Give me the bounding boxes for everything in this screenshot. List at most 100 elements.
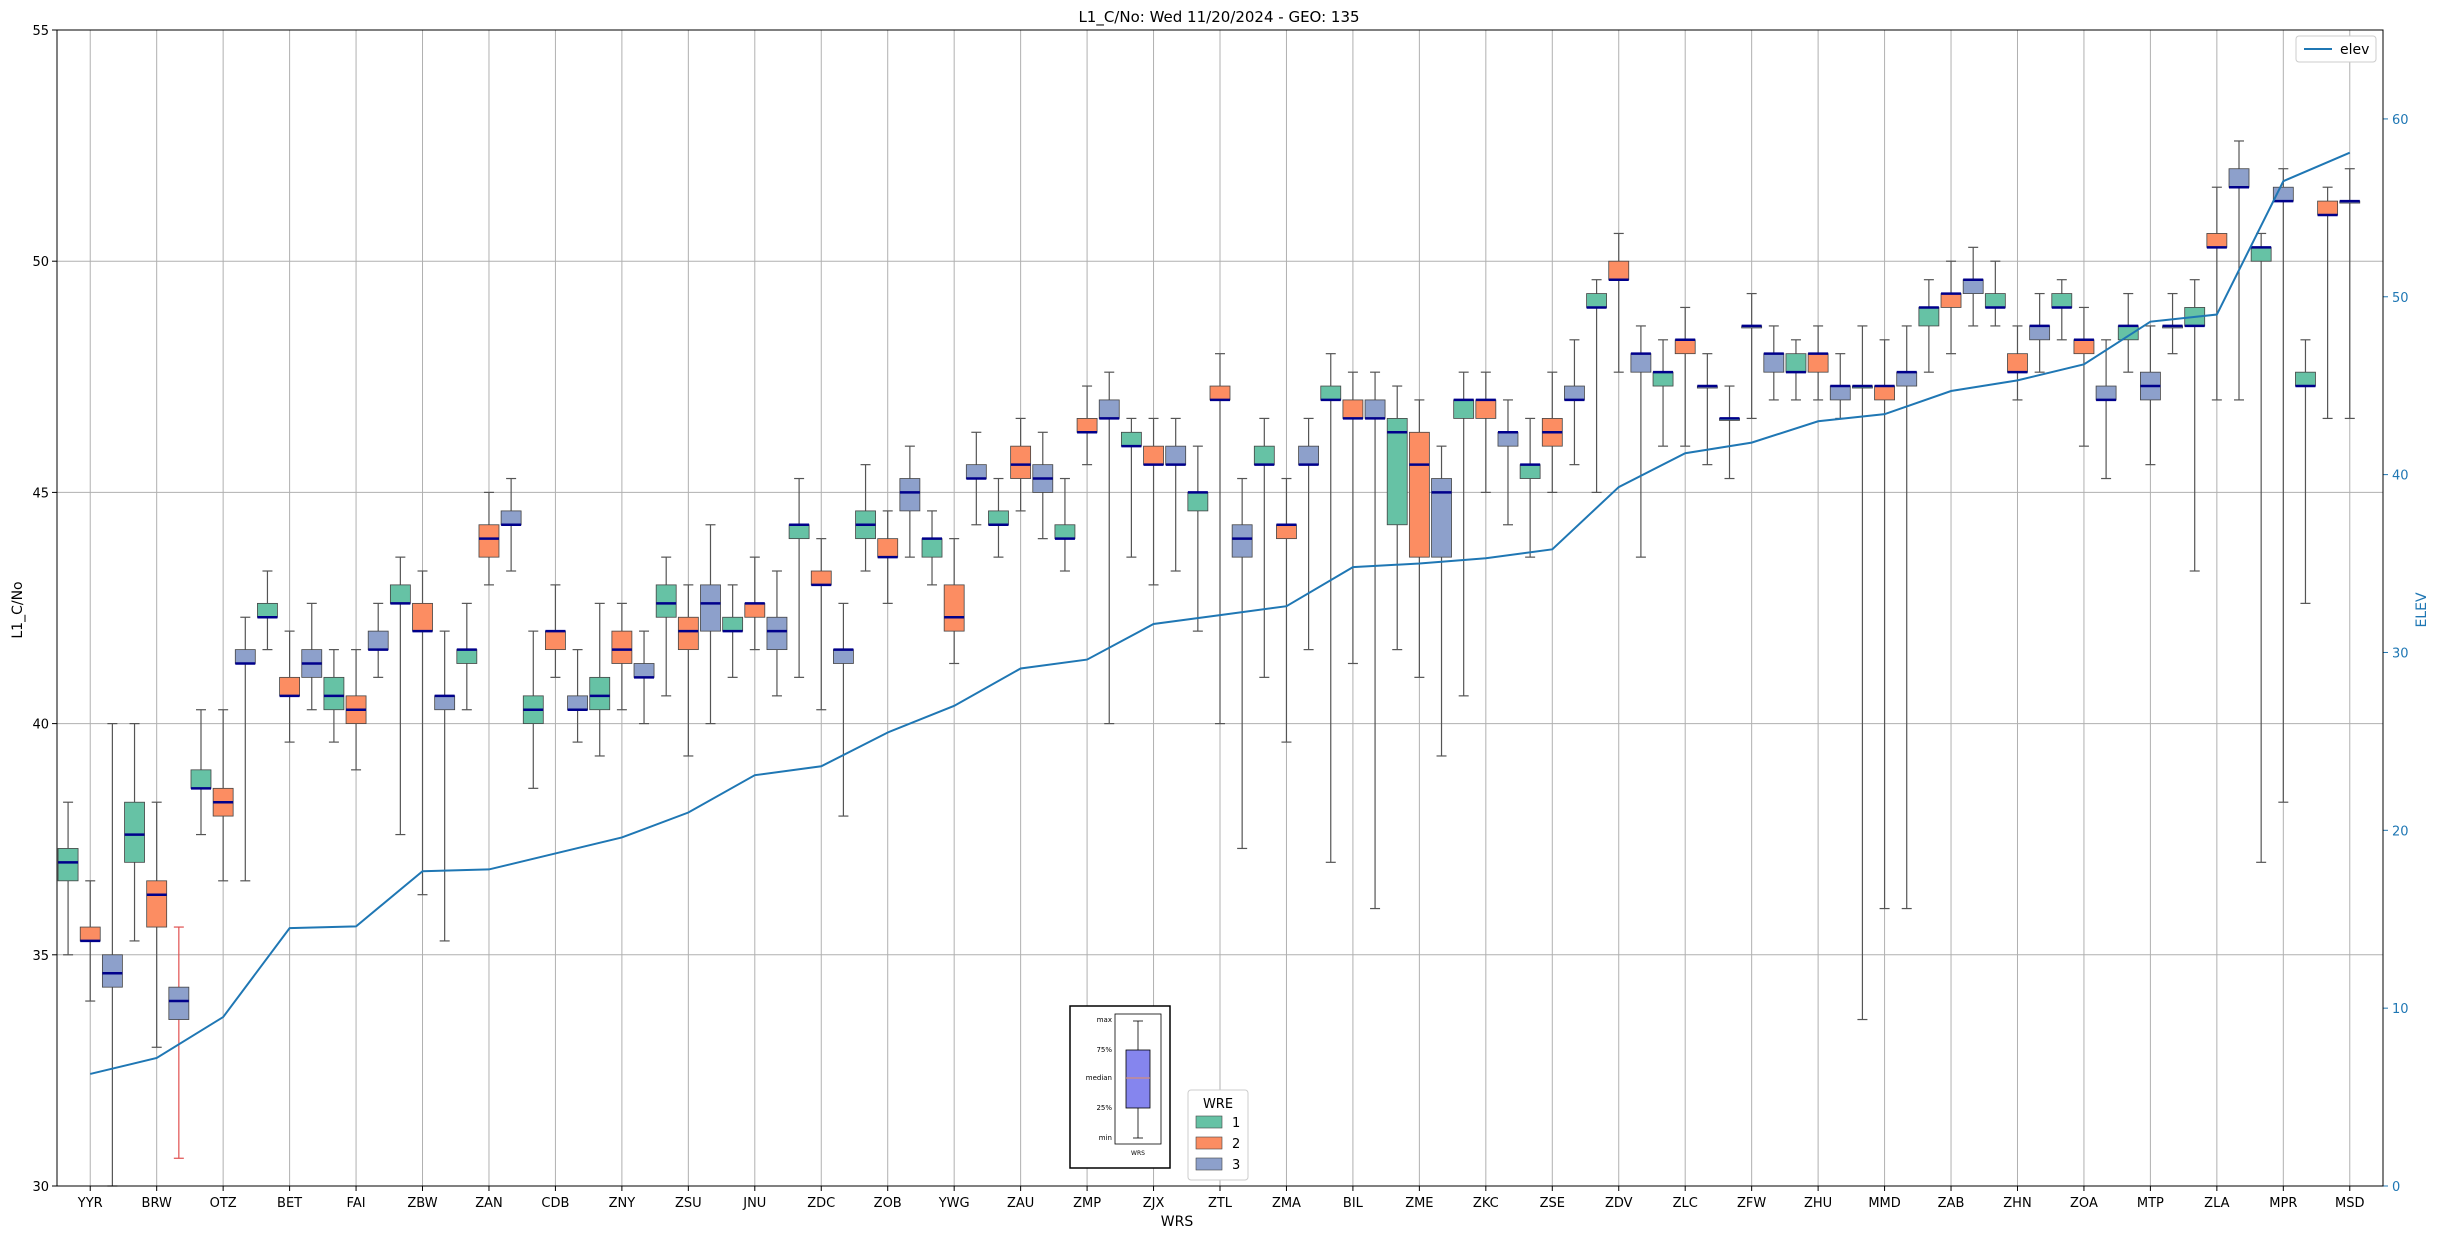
box-body (655, 584, 677, 618)
box-jnu-wre3 (766, 570, 788, 697)
x-tick-label-zme: ZME (1405, 1196, 1433, 1211)
box-body (2073, 339, 2095, 355)
box-body (1763, 353, 1785, 373)
legend-elev: elev (2295, 35, 2377, 63)
box-body (2228, 168, 2250, 188)
box-zny-wre2 (611, 602, 633, 711)
box-zmp-wre1 (1054, 477, 1076, 572)
box-zdv-wre1 (1586, 279, 1607, 493)
box-msd-wre2 (2317, 186, 2339, 420)
y-right-tick-label: 60 (2392, 113, 2409, 128)
box-mpr-wre1 (2250, 232, 2272, 863)
box-zkc-wre1 (1453, 371, 1475, 697)
box-body (810, 570, 832, 586)
box-yyr-wre2 (79, 880, 101, 1002)
box-brw-wre2 (146, 801, 168, 1048)
y-tick-label: 40 (32, 718, 49, 733)
box-body (500, 510, 522, 526)
box-zob-wre2 (877, 510, 899, 604)
box-otz-wre1 (190, 709, 212, 836)
x-tick-label-cdb: CDB (541, 1196, 569, 1211)
box-zlc-wre1 (1652, 339, 1674, 447)
plot-frame (56, 29, 2384, 1187)
box-zsu-wre2 (677, 584, 699, 757)
box-zdv-wre3 (1630, 325, 1652, 558)
x-tick-label-zdc: ZDC (807, 1196, 835, 1211)
x-tick-label-zob: ZOB (874, 1196, 902, 1211)
x-tick-label-zny: ZNY (609, 1196, 636, 1211)
box-zdv-wre2 (1608, 232, 1630, 373)
box-body (146, 880, 168, 928)
box-cdb-wre3 (567, 649, 588, 743)
x-tick-label-ztl: ZTL (1208, 1196, 1233, 1211)
box-zab-wre1 (1918, 279, 1940, 373)
box-body (1829, 385, 1851, 401)
box-zsu-wre3 (700, 524, 721, 725)
box-zhu-wre2 (1807, 325, 1829, 401)
box-zse-wre3 (1564, 339, 1585, 466)
x-tick-label-zhu: ZHU (1804, 1196, 1832, 1211)
x-tick-label-mpr: MPR (2269, 1196, 2297, 1211)
legend-wre-frame (1187, 1089, 1249, 1181)
box-body (1674, 339, 1696, 355)
box-body (2206, 233, 2228, 248)
box-zan-wre1 (456, 602, 478, 711)
box-zme-wre3 (1431, 445, 1452, 757)
box-zoa-wre2 (2073, 306, 2095, 447)
box-body (1874, 385, 1895, 401)
box-body (921, 538, 943, 558)
box-body (1431, 478, 1452, 558)
box-ztl-wre2 (1209, 353, 1231, 725)
inset-box (1125, 1049, 1151, 1109)
box-yyr-wre3 (101, 722, 123, 1187)
box-body (1010, 445, 1032, 479)
box-zse-wre2 (1541, 371, 1563, 493)
box-body (744, 602, 766, 618)
box-zob-wre3 (899, 445, 921, 558)
box-body (2029, 325, 2051, 341)
legend-wre: WRE 1 2 3 (1187, 1089, 1249, 1181)
box-body (1320, 385, 1342, 401)
box-body (833, 649, 854, 664)
box-body (478, 524, 500, 558)
box-zma-wre2 (1276, 477, 1297, 743)
x-axis-label: WRS (1161, 1214, 1194, 1230)
box-bil-wre1 (1320, 353, 1342, 863)
box-body (1120, 431, 1142, 447)
box-body (633, 663, 655, 678)
box-zab-wre2 (1940, 260, 1962, 355)
x-tick-label-zhn: ZHN (2003, 1196, 2031, 1211)
x-tick-label-zmp: ZMP (1073, 1196, 1101, 1211)
y-axis-label: L1_C/No (10, 581, 26, 638)
box-fai-wre1 (323, 649, 345, 743)
box-body (1098, 399, 1120, 419)
legend-wre-swatch-3 (1195, 1157, 1223, 1171)
x-tick-label-yyr: YYR (77, 1196, 103, 1211)
box-zau-wre3 (1032, 431, 1054, 540)
x-tick-label-zfw: ZFW (1737, 1196, 1766, 1211)
box-zhn-wre3 (2029, 292, 2051, 373)
box-body (877, 538, 899, 558)
box-ywg-wre2 (943, 538, 965, 665)
box-body (1386, 418, 1408, 526)
x-tick-label-fai: FAI (347, 1196, 366, 1211)
box-body (1475, 399, 1497, 419)
legend-wre-label-3: 3 (1232, 1158, 1240, 1173)
box-zse-wre1 (1519, 417, 1541, 558)
box-zny-wre1 (589, 602, 611, 757)
legend-wre-title: WRE (1203, 1097, 1233, 1112)
y-right-tick-label: 40 (2392, 469, 2409, 484)
y-right-tick-label: 0 (2392, 1180, 2400, 1195)
box-body (367, 630, 389, 651)
x-tick-label-jnu: JNU (742, 1196, 766, 1211)
box-body (1143, 445, 1164, 466)
x-tick-label-brw: BRW (142, 1196, 172, 1211)
box-mpr-wre1 (2295, 339, 2316, 604)
legend-wre-swatch-2 (1195, 1136, 1223, 1150)
x-tick-label-zan: ZAN (475, 1196, 503, 1211)
box-zoa-wre3 (2095, 339, 2117, 480)
y-tick-label: 55 (32, 24, 49, 39)
box-ztl-wre1 (1187, 445, 1209, 632)
y-right-tick-label: 10 (2392, 1002, 2409, 1017)
y-right-tick-label: 20 (2392, 824, 2409, 839)
